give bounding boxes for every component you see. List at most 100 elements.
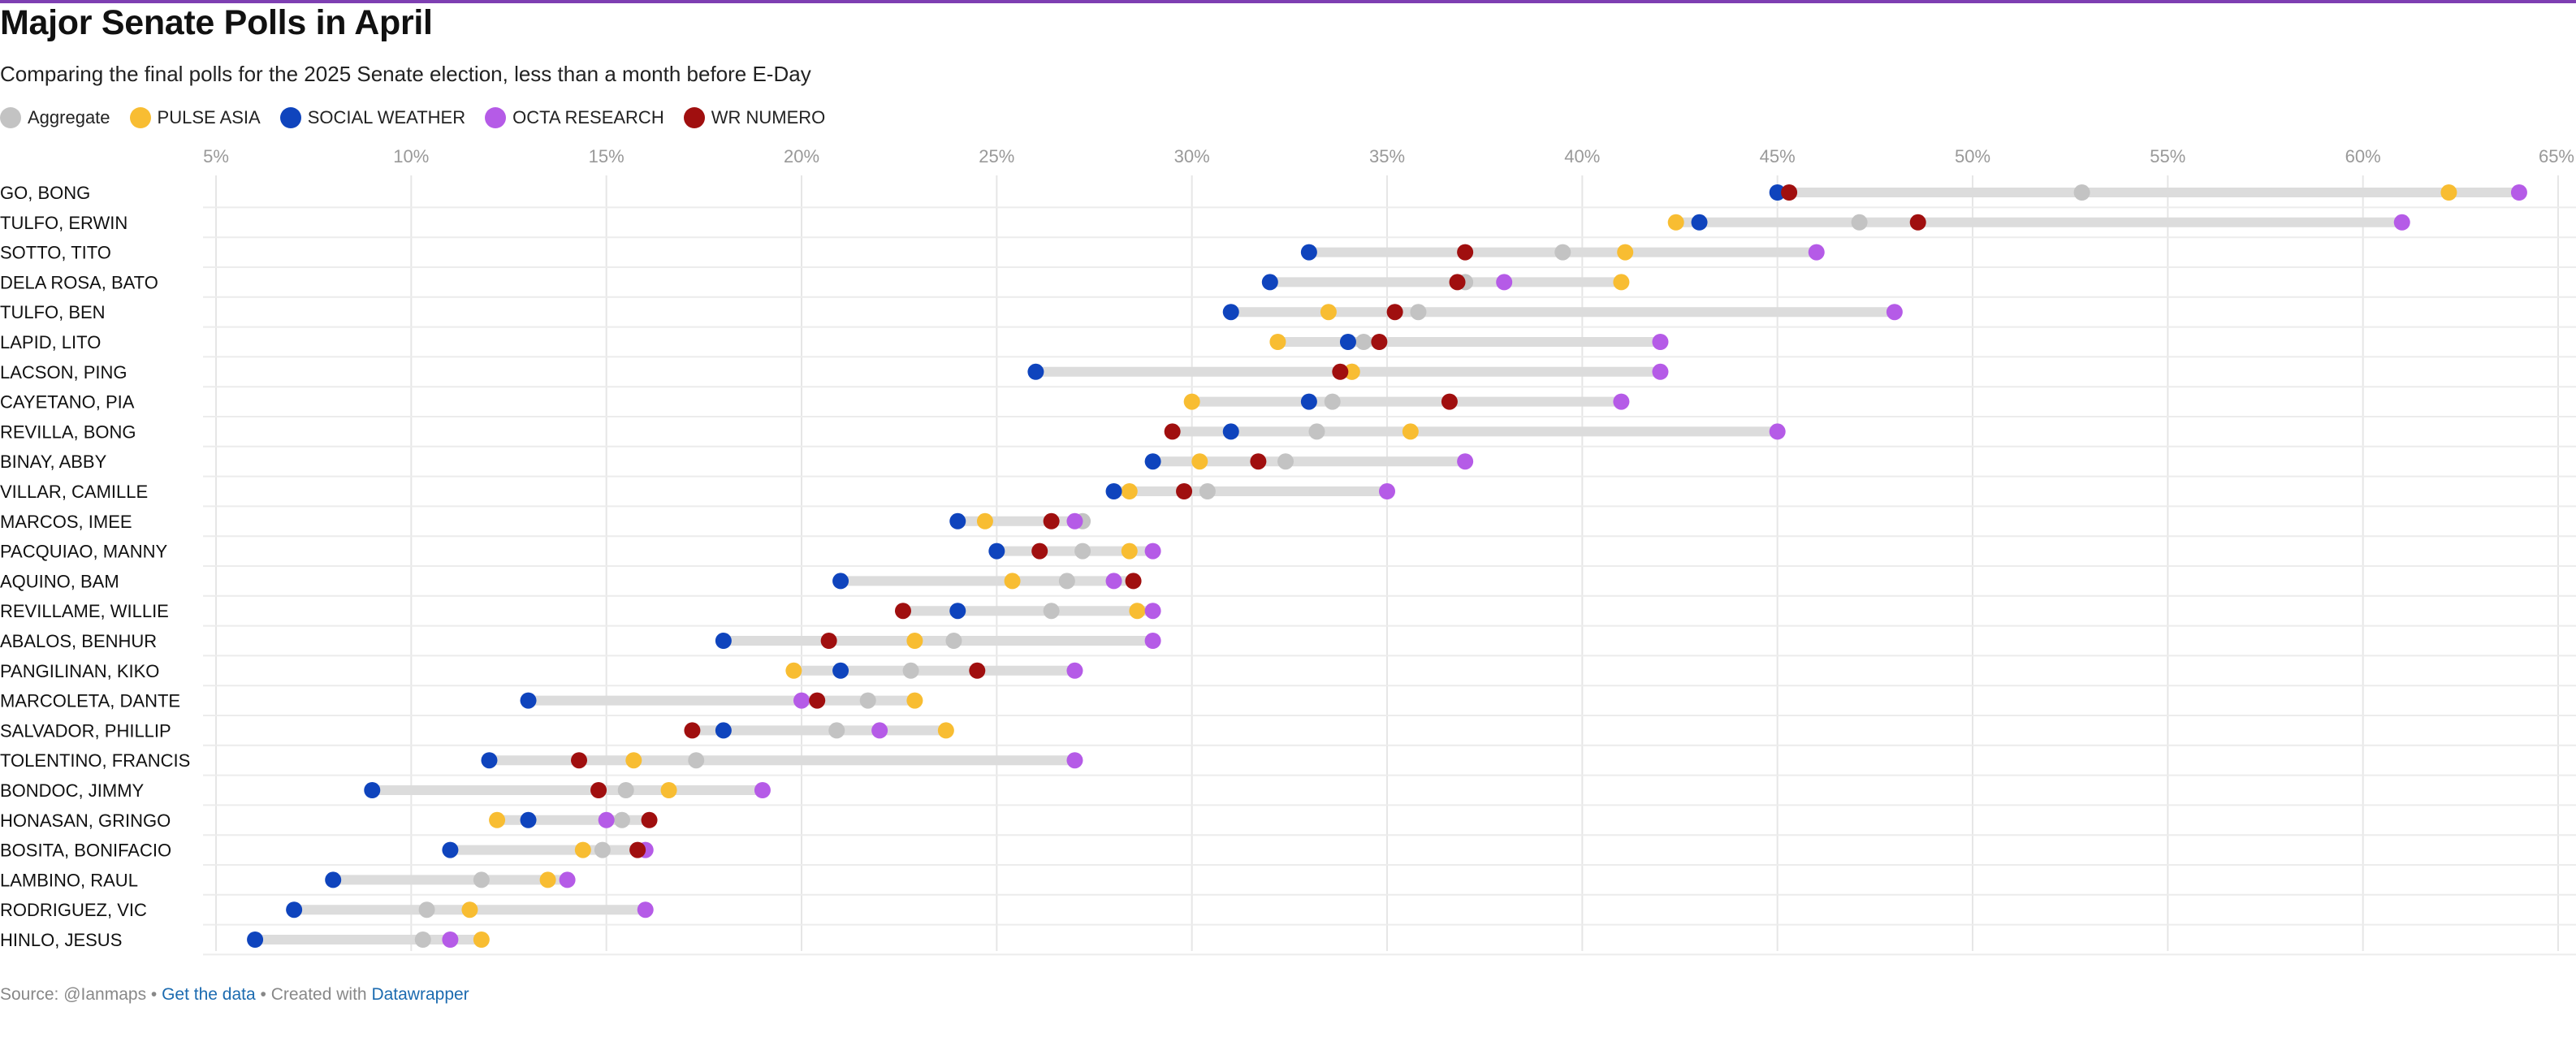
dot-wr-numero-bosita-bonifacio (629, 841, 646, 858)
dot-social-weather-villar-camille (1105, 483, 1122, 499)
x-tick-label: 20% (784, 146, 819, 166)
row-label-dela-rosa-bato: DELA ROSA, BATO (0, 272, 158, 292)
legend-label: WR NUMERO (711, 107, 826, 128)
dot-social-weather-aquino-bam (832, 573, 849, 590)
dot-aggregate-lapid-lito (1355, 334, 1372, 350)
legend-item-social-weather: SOCIAL WEATHER (279, 107, 465, 128)
top-accent-bar (0, 0, 2576, 3)
row-label-abalos-benhur: ABALOS, BENHUR (0, 631, 157, 651)
dot-pulse-asia-dela-rosa-bato (1613, 274, 1630, 291)
dot-social-weather-salvador-phillip (715, 722, 732, 739)
dot-pulse-asia-abalos-benhur (906, 633, 923, 649)
dot-aggregate-rodriguez-vic (418, 901, 435, 919)
dot-aggregate-binay-abby (1277, 453, 1294, 470)
row-label-honasan-gringo: HONASAN, GRINGO (0, 810, 171, 831)
dot-aggregate-lambino-raul (473, 871, 490, 888)
row-label-aquino-bam: AQUINO, BAM (0, 571, 119, 591)
row-label-tulfo-erwin: TULFO, ERWIN (0, 213, 128, 233)
dot-wr-numero-revilla-bong (1164, 423, 1181, 440)
dot-pulse-asia-hinlo-jesus (473, 931, 490, 948)
row-label-revillame-willie: REVILLAME, WILLIE (0, 601, 169, 621)
row-label-hinlo-jesus: HINLO, JESUS (0, 930, 122, 950)
dot-octa-research-revillame-willie (1144, 603, 1161, 620)
dot-pulse-asia-honasan-gringo (489, 811, 506, 828)
row-label-villar-camille: VILLAR, CAMILLE (0, 482, 148, 502)
row-label-sotto-tito: SOTTO, TITO (0, 243, 111, 263)
dot-wr-numero-pacquiao-manny (1031, 542, 1048, 560)
row-label-marcos-imee: MARCOS, IMEE (0, 512, 132, 532)
dot-pulse-asia-pacquiao-manny (1121, 542, 1138, 560)
row-label-lambino-raul: LAMBINO, RAUL (0, 870, 138, 890)
dot-pulse-asia-binay-abby (1191, 453, 1208, 470)
dot-social-weather-revillame-willie (949, 603, 966, 620)
row-label-bosita-bonifacio: BOSITA, BONIFACIO (0, 841, 171, 861)
dot-octa-research-villar-camille (1379, 483, 1395, 499)
dot-aggregate-pangilinan-kiko (902, 662, 919, 679)
dot-octa-research-lacson-ping (1652, 363, 1669, 380)
dot-aggregate-aquino-bam (1058, 573, 1075, 590)
dot-wr-numero-lacson-ping (1332, 363, 1349, 380)
dot-social-weather-cayetano-pia (1300, 393, 1317, 410)
dot-pulse-asia-aquino-bam (1004, 573, 1021, 590)
dot-aggregate-revilla-bong (1308, 423, 1325, 440)
x-tick-label: 45% (1760, 146, 1796, 166)
dot-pulse-asia-tulfo-erwin (1667, 214, 1684, 231)
dot-octa-research-marcos-imee (1066, 512, 1083, 530)
dot-social-weather-tolentino-francis (481, 752, 498, 769)
legend-swatch (485, 107, 507, 128)
dot-wr-numero-villar-camille (1176, 483, 1193, 499)
legend-label: OCTA RESEARCH (512, 107, 664, 128)
x-tick-label: 50% (1955, 146, 1990, 166)
legend-swatch (0, 107, 21, 128)
x-tick-label: 65% (2539, 146, 2574, 166)
dot-octa-research-tulfo-ben (1886, 304, 1903, 321)
row-label-lapid-lito: LAPID, LITO (0, 332, 101, 352)
dot-octa-research-tulfo-erwin (2393, 214, 2410, 231)
dot-aggregate-villar-camille (1199, 483, 1216, 499)
dot-social-weather-revilla-bong (1222, 423, 1239, 440)
dot-wr-numero-bondoc-jimmy (590, 782, 607, 798)
dot-social-weather-abalos-benhur (715, 633, 732, 649)
dot-wr-numero-marcoleta-dante (809, 692, 826, 709)
legend-item-pulse-asia: PULSE ASIA (129, 107, 261, 128)
row-label-tulfo-ben: TULFO, BEN (0, 302, 106, 322)
dot-octa-research-pacquiao-manny (1144, 542, 1161, 560)
dot-octa-research-go-bong (2510, 184, 2527, 201)
dot-aggregate-tolentino-francis (688, 752, 705, 769)
dot-social-weather-tulfo-erwin (1691, 214, 1708, 231)
grid-lines (203, 175, 2576, 956)
dot-pulse-asia-marcoleta-dante (906, 692, 923, 709)
dot-octa-research-bondoc-jimmy (754, 782, 771, 798)
dot-aggregate-bondoc-jimmy (617, 782, 634, 798)
dot-social-weather-lambino-raul (325, 871, 342, 888)
dot-pulse-asia-lapid-lito (1269, 334, 1286, 350)
dot-wr-numero-marcos-imee (1043, 512, 1060, 530)
dot-social-weather-sotto-tito (1300, 244, 1317, 261)
dot-octa-research-rodriguez-vic (637, 901, 654, 919)
dot-pulse-asia-lacson-ping (1343, 363, 1360, 380)
dot-octa-research-binay-abby (1457, 453, 1474, 470)
dot-plot-chart: 5% 10% 15% 20% 25% 30% 35% 40% 45% 50% 55% 60% 65% G… (0, 146, 2576, 956)
row-label-revilla-bong: REVILLA, BONG (0, 421, 136, 442)
dot-wr-numero-revillame-willie (894, 603, 911, 620)
dot-octa-research-pangilinan-kiko (1066, 662, 1083, 679)
dot-pulse-asia-bosita-bonifacio (574, 841, 591, 858)
dot-octa-research-abalos-benhur (1144, 633, 1161, 649)
legend-item-aggregate: Aggregate (0, 107, 110, 128)
row-label-rodriguez-vic: RODRIGUEZ, VIC (0, 900, 147, 920)
get-data-link[interactable]: Get the data (162, 985, 256, 1004)
dot-social-weather-marcoleta-dante (520, 692, 537, 709)
x-axis-ticks: 5% 10% 15% 20% 25% 30% 35% 40% 45% 50% 55% 60% 65% (203, 146, 2574, 166)
dot-aggregate-pacquiao-manny (1074, 542, 1091, 560)
datawrapper-link[interactable]: Datawrapper (371, 985, 469, 1004)
dot-social-weather-hinlo-jesus (247, 931, 264, 948)
dot-social-weather-marcos-imee (949, 512, 966, 530)
dot-social-weather-pangilinan-kiko (832, 662, 849, 679)
dot-pulse-asia-revillame-willie (1129, 603, 1146, 620)
footer: Source: @Ianmaps • Get the data • Create… (0, 985, 469, 1005)
dot-octa-research-hinlo-jesus (442, 931, 459, 948)
dot-social-weather-lapid-lito (1339, 334, 1356, 350)
dot-aggregate-sotto-tito (1554, 244, 1571, 261)
dot-pulse-asia-salvador-phillip (937, 722, 954, 739)
dot-wr-numero-honasan-gringo (641, 811, 658, 828)
